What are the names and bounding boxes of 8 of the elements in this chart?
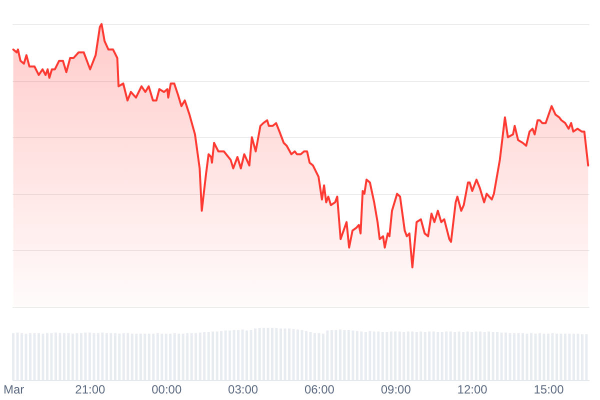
x-tick-label: Mar xyxy=(3,382,24,396)
x-tick-label: 03:00 xyxy=(228,382,258,396)
x-tick-label: 09:00 xyxy=(380,382,412,396)
x-tick-label: 06:00 xyxy=(304,382,335,396)
x-tick-label: 00:00 xyxy=(152,382,182,396)
x-tick-label: 15:00 xyxy=(534,382,564,396)
x-tick-label: 12:00 xyxy=(457,382,488,396)
x-tick-label: 21:00 xyxy=(75,382,106,396)
